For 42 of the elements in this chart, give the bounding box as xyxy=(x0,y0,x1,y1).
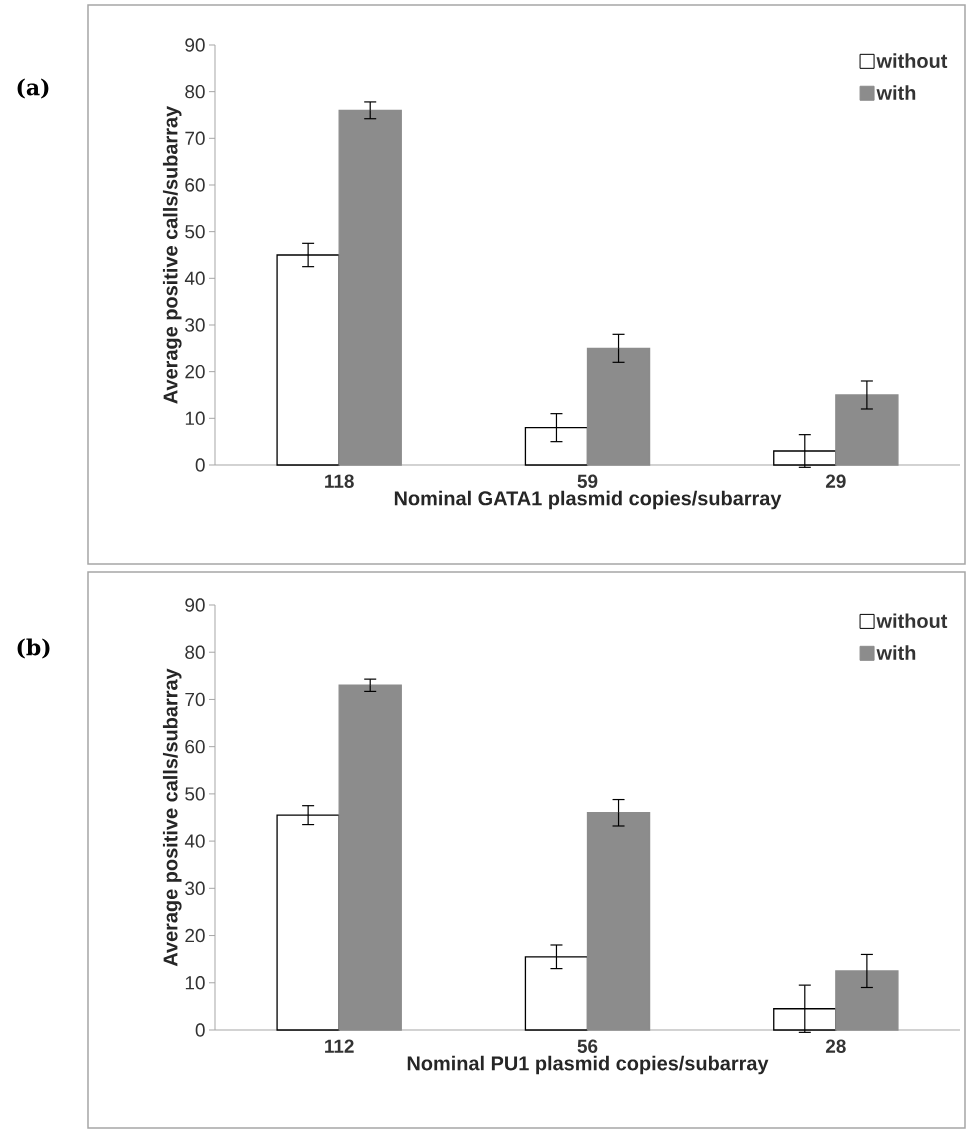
y-tick-label: 90 xyxy=(185,38,205,52)
legend-label: without xyxy=(876,53,948,68)
y-tick-label: 70 xyxy=(185,131,205,146)
y-tick-label: 60 xyxy=(185,178,205,192)
x-tick-label: 56 xyxy=(577,1039,598,1053)
x-tick-label: 28 xyxy=(825,1039,846,1053)
x-tick-label: 118 xyxy=(325,474,354,488)
y-tick-label: 40 xyxy=(184,271,205,286)
y-tick-label: 30 xyxy=(185,318,205,332)
y-tick-label: 50 xyxy=(185,224,205,239)
bar xyxy=(338,109,402,466)
y-tick-label: 0 xyxy=(195,458,205,472)
x-tick-label: 29 xyxy=(825,474,846,488)
y-tick-label: 10 xyxy=(185,976,205,990)
y-tick-label: 70 xyxy=(185,692,205,707)
bar xyxy=(835,970,899,1031)
text: (a) xyxy=(17,78,49,99)
y-tick-label: 10 xyxy=(185,411,205,426)
y-axis-title: Average positive calls/subarray xyxy=(162,105,182,404)
y-tick-label: 40 xyxy=(184,834,205,848)
y-tick-label: 60 xyxy=(185,739,205,754)
x-tick-label: 59 xyxy=(577,474,598,488)
legend-label: with xyxy=(876,85,916,100)
bar xyxy=(586,812,651,1031)
legend-label: with xyxy=(876,645,916,660)
x-axis-title: Nominal GATA1 plasmid copies/subarray xyxy=(394,490,782,510)
y-tick-label: 80 xyxy=(185,645,205,659)
y-tick-label: 20 xyxy=(185,928,205,943)
bar xyxy=(586,347,651,466)
y-tick-label: 0 xyxy=(195,1023,205,1037)
text: (b) xyxy=(17,638,50,659)
y-tick-label: 80 xyxy=(185,84,205,99)
y-tick-label: 30 xyxy=(185,881,205,896)
y-tick-label: 20 xyxy=(185,364,205,379)
legend-label: without xyxy=(876,613,948,629)
bar xyxy=(835,394,899,466)
y-tick-label: 90 xyxy=(185,598,205,612)
x-tick-label: 112 xyxy=(325,1039,354,1053)
y-axis-title: Average positive calls/subarray xyxy=(162,668,182,967)
y-tick-label: 50 xyxy=(185,787,205,801)
bar xyxy=(338,684,402,1031)
x-axis-title: Nominal PU1 plasmid copies/subarray xyxy=(407,1055,769,1075)
